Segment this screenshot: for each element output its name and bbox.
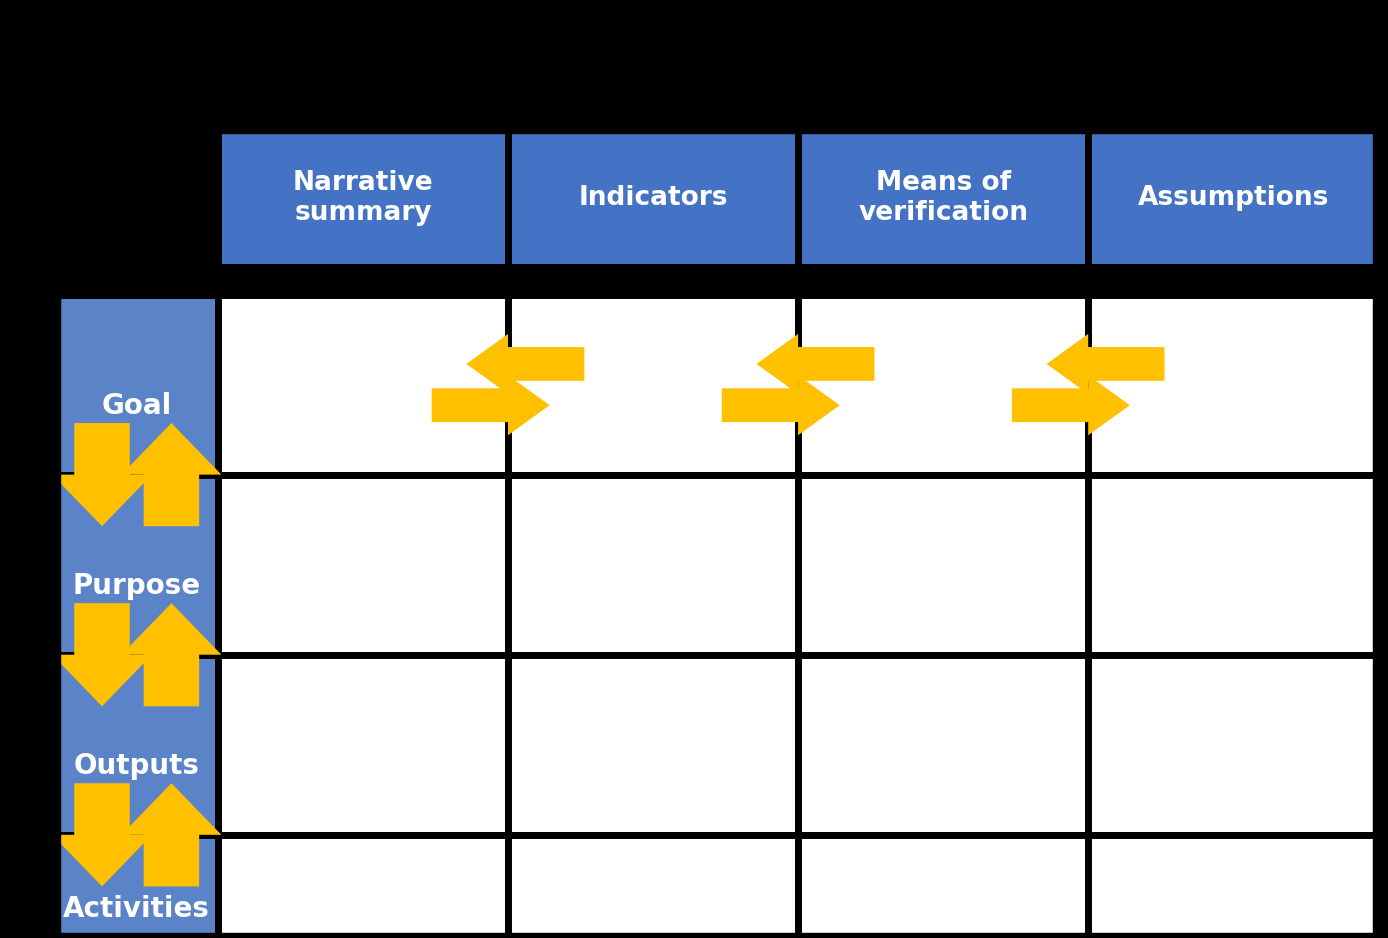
- Text: Activities: Activities: [64, 895, 210, 923]
- Bar: [56, 295, 218, 475]
- Bar: [218, 129, 508, 267]
- Bar: [508, 295, 798, 475]
- Polygon shape: [53, 783, 153, 886]
- Polygon shape: [466, 334, 584, 394]
- Polygon shape: [1047, 334, 1165, 394]
- Text: Purpose: Purpose: [72, 572, 201, 600]
- Polygon shape: [722, 375, 840, 435]
- Bar: [56, 129, 1378, 938]
- Bar: [508, 475, 798, 655]
- Bar: [508, 655, 798, 835]
- Bar: [218, 655, 508, 835]
- Bar: [798, 475, 1088, 655]
- Bar: [218, 835, 508, 938]
- Bar: [1088, 295, 1378, 475]
- Bar: [56, 475, 218, 655]
- Bar: [56, 835, 218, 938]
- Bar: [1088, 475, 1378, 655]
- Text: Indicators: Indicators: [579, 186, 727, 211]
- Bar: [798, 129, 1088, 267]
- Bar: [1088, 655, 1378, 835]
- Polygon shape: [121, 423, 221, 526]
- Bar: [1088, 129, 1378, 267]
- Bar: [218, 295, 508, 475]
- Polygon shape: [53, 423, 153, 526]
- Text: Means of
verification: Means of verification: [858, 171, 1029, 226]
- Bar: [508, 835, 798, 938]
- Bar: [218, 475, 508, 655]
- Polygon shape: [1012, 375, 1130, 435]
- Bar: [798, 295, 1088, 475]
- Text: Goal: Goal: [101, 392, 172, 420]
- Bar: [56, 655, 218, 835]
- Polygon shape: [121, 603, 221, 706]
- Polygon shape: [53, 603, 153, 706]
- Text: Outputs: Outputs: [74, 752, 200, 780]
- Bar: [508, 129, 798, 267]
- Bar: [798, 655, 1088, 835]
- Polygon shape: [756, 334, 874, 394]
- Text: Assumptions: Assumptions: [1138, 186, 1328, 211]
- Text: Narrative
summary: Narrative summary: [293, 171, 433, 226]
- Polygon shape: [432, 375, 550, 435]
- Bar: [1088, 835, 1378, 938]
- Bar: [798, 835, 1088, 938]
- Polygon shape: [121, 783, 221, 886]
